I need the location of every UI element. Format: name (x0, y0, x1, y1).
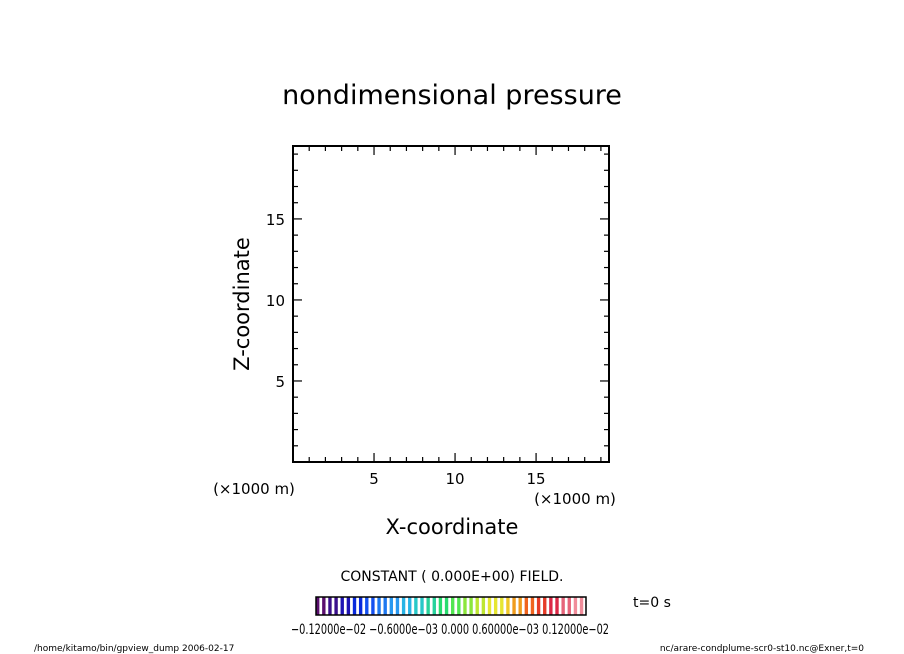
colorbar-stripe (543, 597, 547, 615)
colorbar-stripe (579, 597, 584, 615)
y-tick-label: 5 (275, 373, 285, 391)
colorbar-stripe (463, 597, 467, 615)
colorbar-tick-labels: −0.12000e−02 −0.6000e−03 0.000 0.60000e−… (291, 622, 609, 638)
colorbar-stripe (365, 597, 369, 615)
colorbar-stripe (383, 597, 387, 615)
colorbar-stripe (475, 597, 479, 615)
colorbar-stripe (487, 597, 492, 615)
colorbar-stripe (395, 597, 400, 615)
colorbar-stripe (481, 597, 486, 615)
footer-left: /home/kitamo/bin/gpview_dump 2006-02-17 (34, 644, 234, 654)
colorbar-stripe (457, 597, 461, 615)
x-tick-label: 10 (446, 470, 465, 488)
colorbar-stripe (401, 597, 406, 615)
colorbar-stripe (328, 597, 332, 615)
colorbar-stripe (469, 597, 473, 615)
colorbar-stripe (322, 597, 326, 615)
x-tick-label: 15 (527, 470, 546, 488)
x-tick-label: 5 (369, 470, 379, 488)
colorbar-stripe (555, 597, 559, 615)
colorbar-stripe (420, 597, 424, 615)
colorbar-stripe (536, 597, 541, 615)
colorbar-stripe (358, 597, 363, 615)
colorbar-stripe (567, 597, 571, 615)
colorbar-stripe (408, 597, 412, 615)
x-unit-label-right: (×1000 m) (534, 490, 616, 508)
colorbar-frame (315, 596, 587, 616)
colorbar-stripe (377, 597, 381, 615)
constant-field-message: CONSTANT ( 0.000E+00) FIELD. (340, 569, 563, 585)
x-axis-label: X-coordinate (386, 515, 519, 539)
colorbar-stripe (518, 597, 522, 615)
footer-right: nc/arare-condplume-scr0-st10.nc@Exner,t=… (660, 644, 864, 654)
plot-frame (292, 145, 610, 463)
colorbar-stripe (451, 597, 455, 615)
colorbar-stripe (573, 597, 578, 615)
time-label: t=0 s (633, 595, 671, 611)
colorbar-stripe (500, 597, 504, 615)
colorbar-stripe (414, 597, 418, 615)
colorbar-stripe (530, 597, 535, 615)
colorbar-stripe (444, 597, 449, 615)
colorbar-stripe (512, 597, 516, 615)
colorbar-stripe (340, 597, 344, 615)
colorbar-stripe (389, 597, 394, 615)
y-tick-label: 10 (266, 292, 285, 310)
colorbar-stripe (346, 597, 351, 615)
colorbar-stripe (352, 597, 357, 615)
colorbar (316, 597, 584, 615)
colorbar-stripe (524, 597, 529, 615)
y-axis-label: Z-coordinate (230, 237, 254, 371)
colorbar-stripe (561, 597, 565, 615)
axis-ticks: 5 10 15 5 10 15 (266, 146, 609, 488)
colorbar-stripe (549, 597, 553, 615)
x-unit-label-left: (×1000 m) (213, 480, 295, 498)
colorbar-stripe (316, 597, 320, 615)
colorbar-stripe (426, 597, 430, 615)
colorbar-stripe (506, 597, 510, 615)
chart-title: nondimensional pressure (282, 80, 622, 111)
colorbar-stripe (438, 597, 443, 615)
colorbar-stripe (371, 597, 375, 615)
y-tick-label: 15 (266, 211, 285, 229)
colorbar-stripe (432, 597, 436, 615)
colorbar-stripe (493, 597, 498, 615)
colorbar-stripe (334, 597, 338, 615)
